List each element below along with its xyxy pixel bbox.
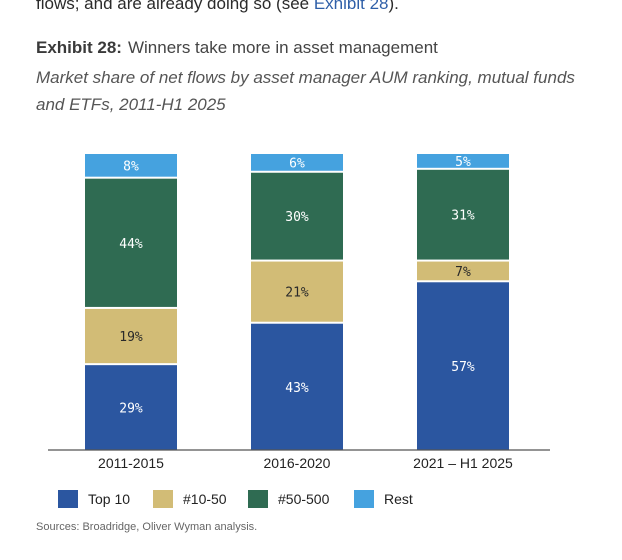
legend-swatch xyxy=(354,490,374,508)
data-label: 30% xyxy=(285,210,309,225)
bar-segment-1050-3 xyxy=(417,261,509,281)
exhibit-title: Winners take more in asset management xyxy=(127,38,438,57)
intro-text: flows; and are already doing so (see Exh… xyxy=(36,0,399,14)
bar-segment-rest-1 xyxy=(85,154,177,177)
data-label: 19% xyxy=(119,330,143,345)
data-label: 43% xyxy=(285,381,309,396)
data-label: 29% xyxy=(119,402,143,417)
bar-segment-1050-1 xyxy=(85,308,177,364)
bar-segment-1050-2 xyxy=(251,261,343,322)
legend-swatch xyxy=(58,490,78,508)
exhibit-label: Exhibit 28: xyxy=(36,38,122,57)
exhibit-heading: Exhibit 28: Winners take more in asset ma… xyxy=(36,38,438,58)
legend-label: Top 10 xyxy=(88,491,130,507)
data-label: 31% xyxy=(451,209,475,224)
data-label: 8% xyxy=(123,159,139,174)
intro-text-after: ). xyxy=(388,0,399,13)
data-label: 6% xyxy=(289,156,305,171)
data-label: 21% xyxy=(285,286,309,301)
bar-segment-rest-2 xyxy=(251,154,343,171)
bar-segment-rest-3 xyxy=(417,154,509,168)
x-tick-label: 2016-2020 xyxy=(264,455,331,471)
legend-swatch xyxy=(248,490,268,508)
bar-segment-50500-1 xyxy=(85,178,177,307)
data-label: 57% xyxy=(451,360,475,375)
x-tick-label: 2021 – H1 2025 xyxy=(413,455,513,471)
bar-segment-top10-1 xyxy=(85,365,177,450)
data-label: 44% xyxy=(119,237,143,252)
intro-text-before: flows; and are already doing so (see xyxy=(36,0,314,13)
bar-segment-top10-3 xyxy=(417,282,509,450)
data-label: 5% xyxy=(455,155,471,170)
source-note: Sources: Broadridge, Oliver Wyman analys… xyxy=(36,521,258,533)
bar-segment-50500-2 xyxy=(251,172,343,260)
exhibit-link[interactable]: Exhibit 28 xyxy=(313,0,389,13)
bar-segment-50500-3 xyxy=(417,169,509,260)
bar-segment-top10-2 xyxy=(251,323,343,450)
legend-swatch xyxy=(153,490,173,508)
x-tick-label: 2011-2015 xyxy=(98,455,164,471)
legend-label: #50-500 xyxy=(278,491,330,507)
legend-label: #10-50 xyxy=(183,491,227,507)
data-label: 7% xyxy=(455,265,471,280)
legend-label: Rest xyxy=(384,491,413,507)
exhibit-subtitle: Market share of net flows by asset manag… xyxy=(36,68,575,114)
